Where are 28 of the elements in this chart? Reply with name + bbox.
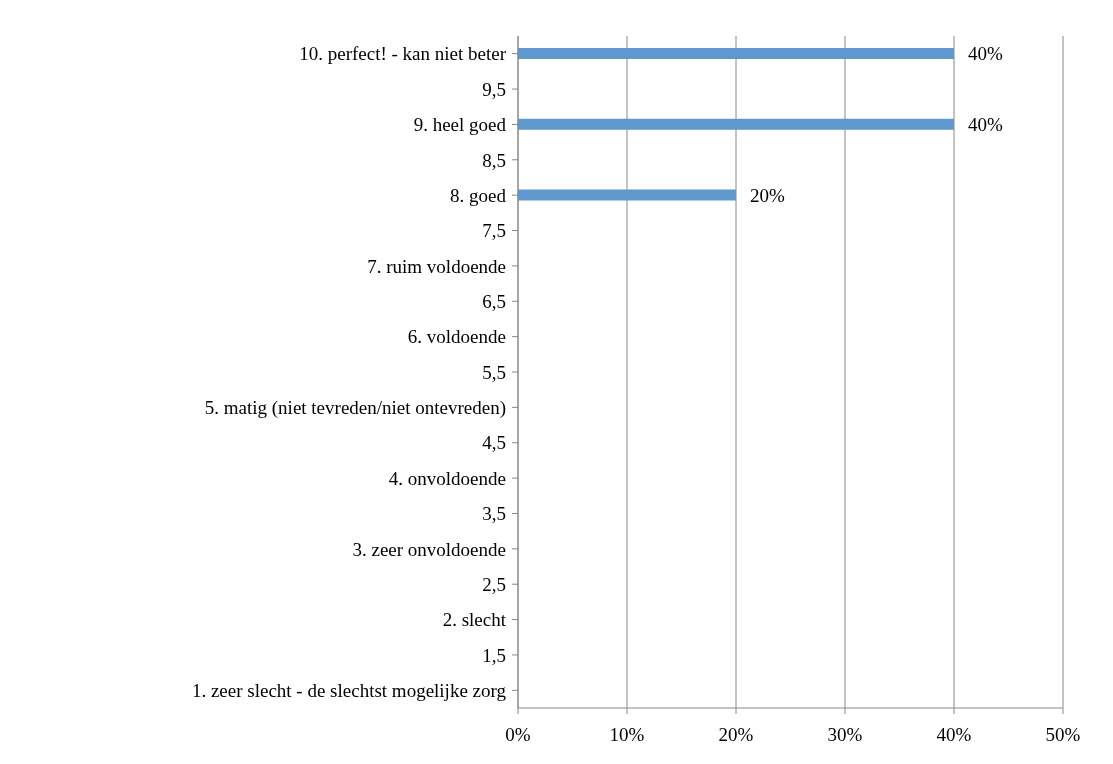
x-tick-label: 0% [505,724,531,746]
x-tick-label: 30% [827,724,863,746]
y-tick-label: 3,5 [482,503,506,525]
y-tick-label: 6. voldoende [407,326,506,348]
y-tick-label: 1. zeer slecht - de slechtst mogelijke zorg [191,680,507,702]
y-tick-label: 7. ruim voldoende [367,255,506,277]
y-tick-label: 5,5 [482,361,506,383]
y-tick-label: 4,5 [482,432,506,454]
x-tick-label: 50% [1045,724,1081,746]
y-tick-label: 8. goed [450,184,507,206]
y-tick-label: 9. heel goed [413,114,507,136]
y-tick-label: 5. matig (niet tevreden/niet ontevreden) [204,397,506,420]
y-tick-label: 2,5 [482,573,506,595]
data-label: 40% [968,43,1003,65]
y-tick-label: 1,5 [482,644,506,666]
y-tick-label: 9,5 [482,78,506,100]
data-label: 20% [750,184,785,206]
y-tick-label: 7,5 [482,220,506,242]
x-tick-label: 20% [718,724,754,746]
y-tick-label: 4. onvoldoende [388,467,506,489]
y-tick-label: 2. slecht [442,609,507,631]
y-tick-label: 10. perfect! - kan niet beter [299,43,507,65]
y-tick-label: 6,5 [482,291,506,313]
y-tick-label: 3. zeer onvoldoende [352,538,506,560]
x-tick-label: 10% [609,724,645,746]
y-tick-label: 8,5 [482,149,506,171]
data-label: 40% [968,114,1003,136]
x-tick-label: 40% [936,724,972,746]
